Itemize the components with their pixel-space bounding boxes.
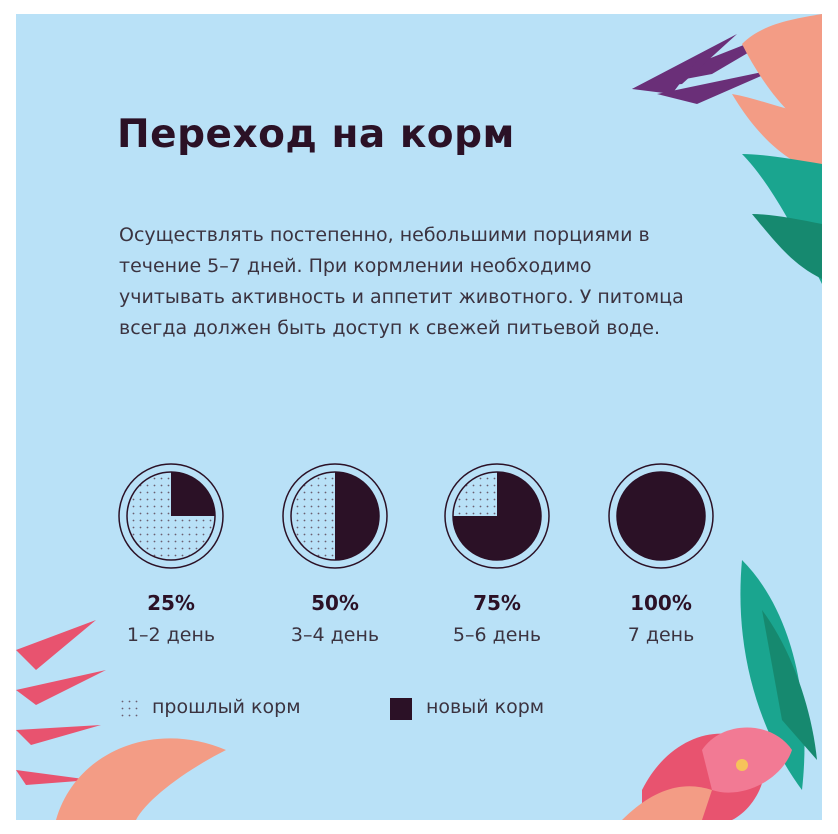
- stage-3-days: 5–6 день: [452, 624, 542, 646]
- description-text: Осуществлять постепенно, небольшими порц…: [119, 224, 684, 339]
- legend-new-food-swatch: [390, 698, 412, 720]
- tropical-leaves-bottom-left: [16, 620, 226, 820]
- legend-new-food-label: новый корм: [426, 696, 545, 718]
- feeding-transition-card: Переход на корм Осуществлять постепенно,…: [16, 14, 822, 820]
- stage-1-percent: 25%: [147, 591, 195, 615]
- stage-pie-1: [118, 463, 224, 569]
- stage-1-days: 1–2 день: [126, 624, 216, 646]
- stage-4-percent: 100%: [630, 591, 692, 615]
- stage-pie-4: [608, 463, 714, 569]
- legend-old-food-label: прошлый корм: [152, 696, 301, 718]
- new-food-slice: [171, 472, 215, 516]
- stage-4-days: 7 день: [627, 624, 695, 646]
- tropical-flower-bottom-right: [622, 560, 817, 820]
- page-title: Переход на корм: [117, 112, 515, 157]
- stage-3-percent: 75%: [473, 591, 521, 615]
- new-food-slice: [617, 472, 705, 560]
- stage-2-percent: 50%: [311, 591, 359, 615]
- new-food-slice: [335, 472, 379, 560]
- stage-pie-2: [282, 463, 388, 569]
- legend-old-food-swatch: [119, 698, 141, 720]
- background: [16, 14, 822, 820]
- tropical-leaves-top-right: [632, 14, 822, 284]
- new-food-slice: [453, 472, 541, 560]
- stage-pie-3: [444, 463, 550, 569]
- stage-2-days: 3–4 день: [290, 624, 380, 646]
